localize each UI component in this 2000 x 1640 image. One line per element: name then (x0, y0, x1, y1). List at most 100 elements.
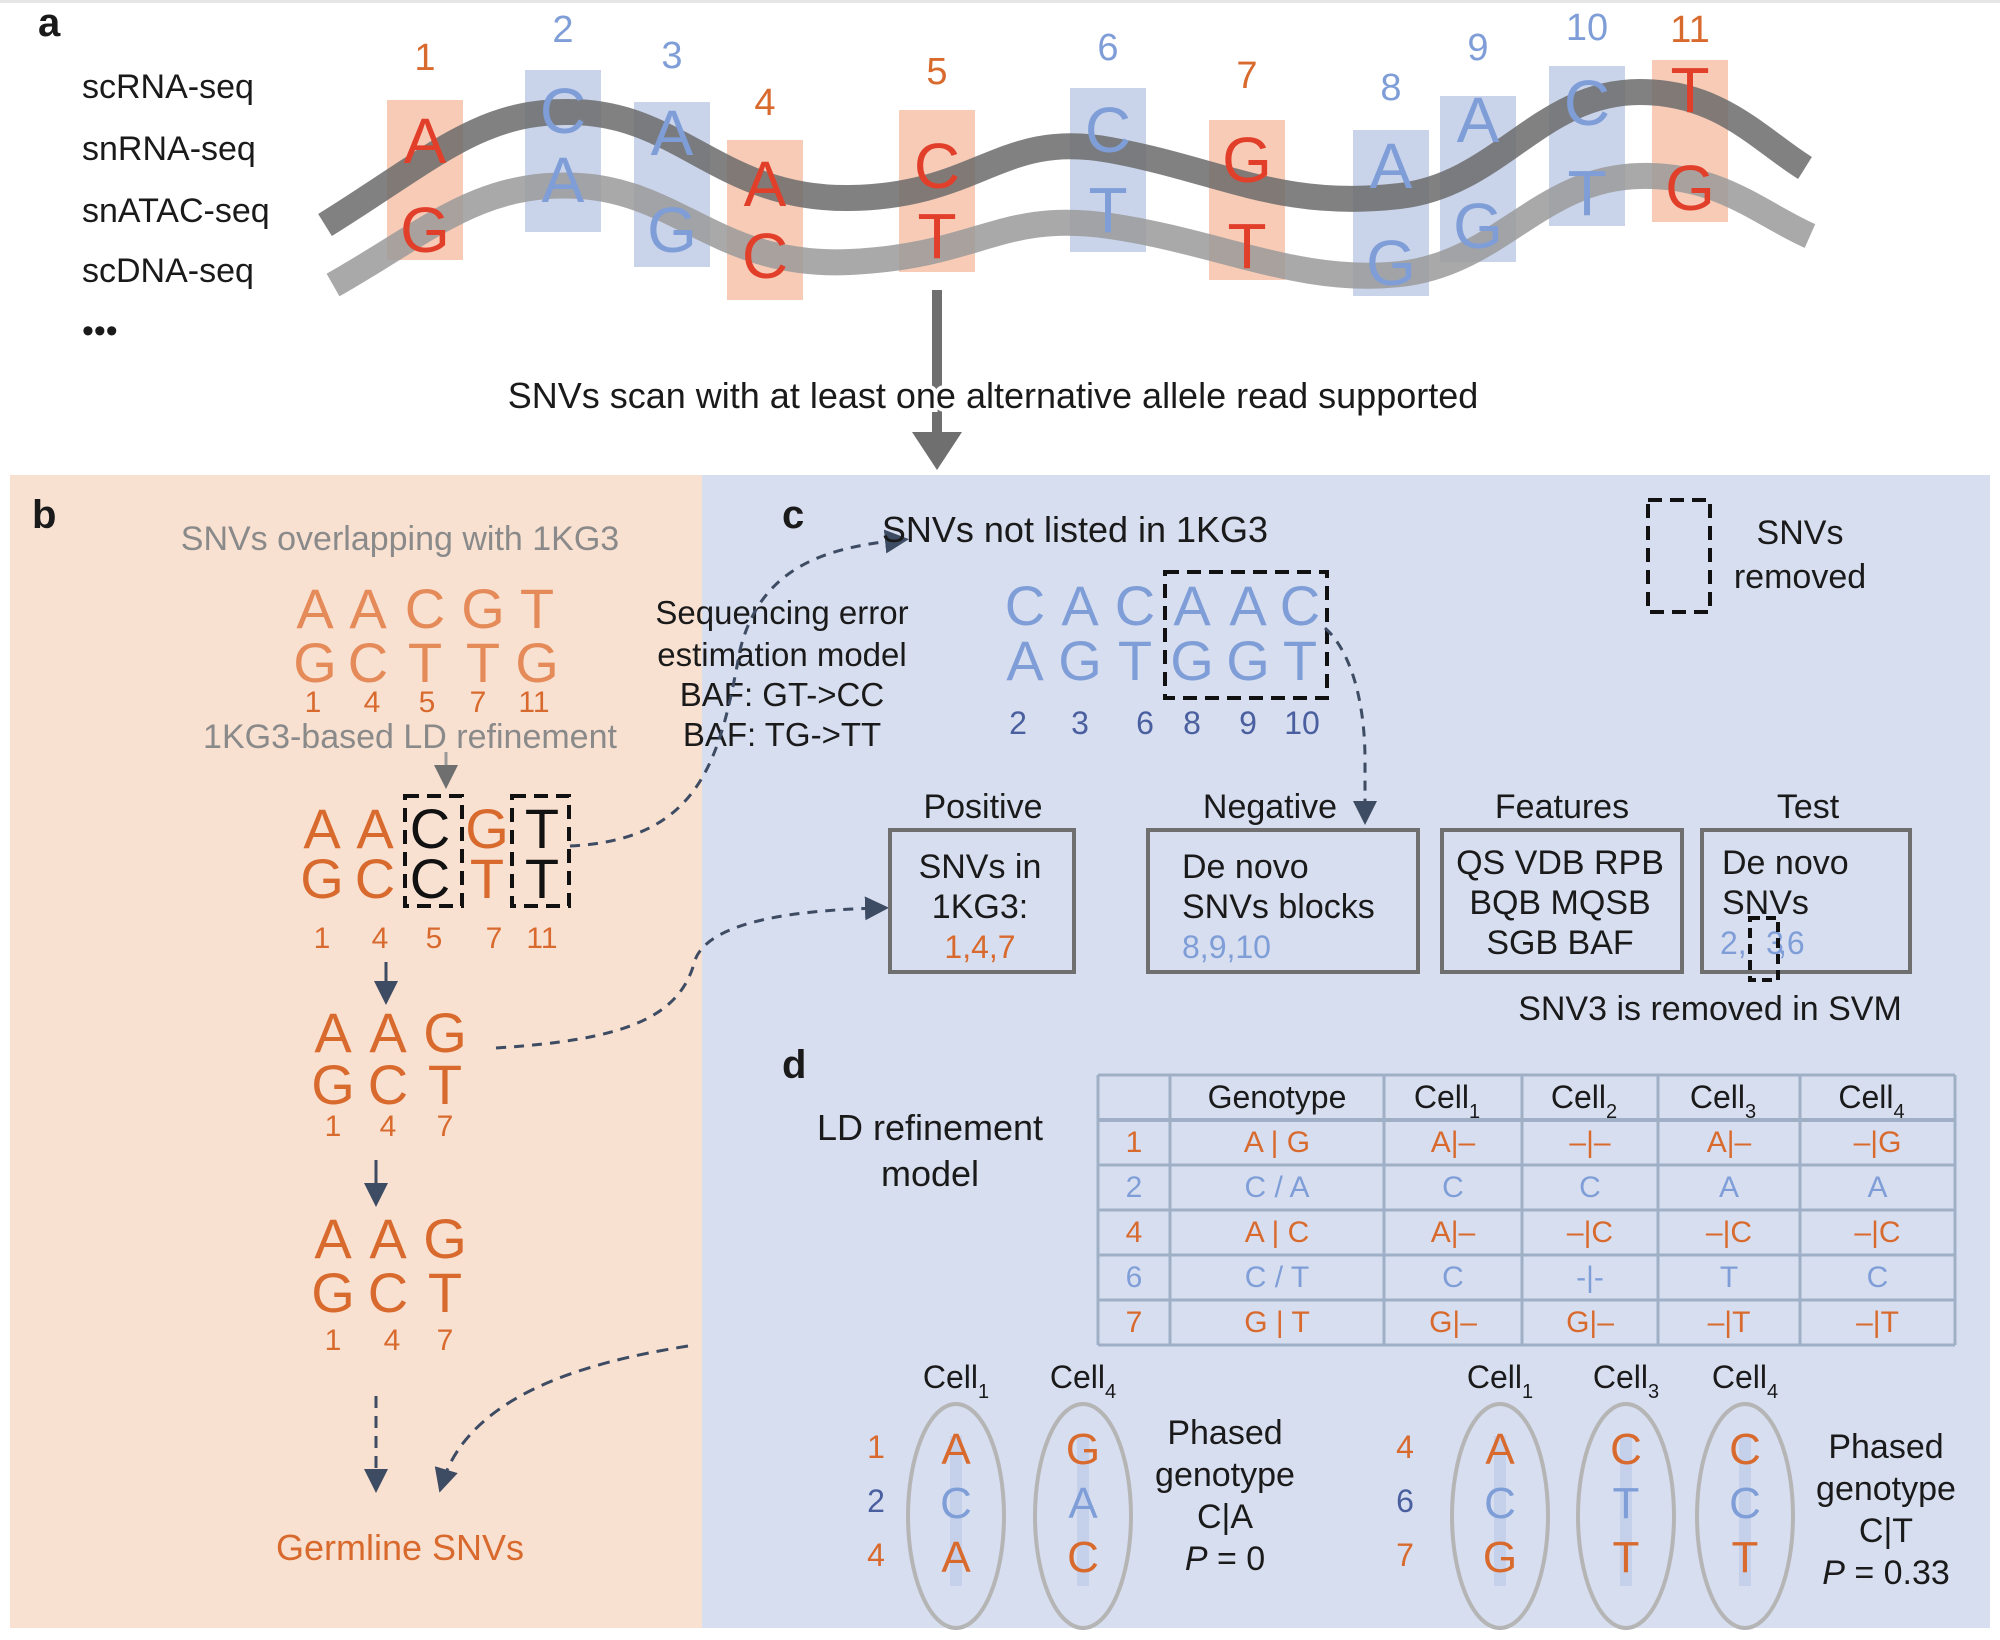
table-cell: A | G (1244, 1126, 1310, 1159)
snv-number: 4 (1396, 1429, 1414, 1465)
snv-number: 4 (754, 82, 775, 124)
snv-bottom-allele: T (1227, 210, 1266, 282)
snv-top-allele: C (540, 75, 586, 147)
test-values: 2, (1720, 925, 1747, 961)
p-value: P = 0 (1185, 1540, 1265, 1578)
phased-genotype-text: C|T (1859, 1512, 1913, 1550)
cell-bar (1620, 1436, 1632, 1586)
snv-number: 2 (1009, 705, 1027, 741)
snv-bottom-allele: T (1567, 157, 1606, 229)
snv-number: 10 (1284, 705, 1320, 741)
cell-ellipse (1033, 1402, 1133, 1630)
snv-number: 7 (1396, 1537, 1414, 1573)
table-cell: 1 (1126, 1126, 1143, 1159)
snv-bottom-allele: C (742, 220, 788, 292)
p-value-number: = 0 (1208, 1540, 1266, 1578)
p-value: P = 0.33 (1822, 1554, 1950, 1592)
ld-refinement-label: 1KG3-based LD refinement (203, 718, 617, 756)
removed-box (1163, 570, 1329, 700)
features-text: BQB MQSB (1469, 884, 1650, 922)
table-cell: A|– (1431, 1216, 1476, 1249)
allele-top: C (410, 797, 450, 860)
panel-label-a: a (38, 1, 61, 45)
table-cell: C / T (1245, 1261, 1309, 1294)
table-cell: A (1719, 1171, 1739, 1204)
table-cell: C (1442, 1261, 1464, 1294)
subscript: 2 (1606, 1101, 1617, 1123)
allele-top: A (303, 797, 341, 860)
table-cell: G|– (1429, 1306, 1477, 1339)
cell-allele: C (1067, 1533, 1099, 1582)
snv-number: 7 (470, 686, 487, 719)
snv-number: 1 (314, 922, 331, 955)
table-cell: 2 (1126, 1171, 1143, 1204)
allele-top: A (349, 577, 387, 640)
test-header: Test (1777, 788, 1840, 826)
table-cell: G | T (1244, 1306, 1310, 1339)
allele-bottom: G (515, 631, 559, 694)
snv-number: 8 (1380, 67, 1401, 109)
snv-number: 4 (364, 686, 381, 719)
allele-top: A (369, 1207, 407, 1270)
negative-text: De novo (1182, 848, 1309, 886)
table-cell: 7 (1126, 1306, 1143, 1339)
snv-number: 4 (372, 922, 389, 955)
test-text: SNVs (1722, 884, 1809, 922)
allele-bottom: T (428, 1053, 462, 1116)
legend-text: removed (1734, 558, 1866, 596)
allele-top: A (314, 1207, 352, 1270)
snv-bottom-allele: T (917, 200, 956, 272)
negative-header: Negative (1203, 788, 1337, 826)
allele-bottom: C (368, 1053, 408, 1116)
table-cell: -|- (1576, 1261, 1604, 1294)
snv-number: 1 (325, 1110, 342, 1143)
legend-removed-box (1646, 498, 1712, 614)
table-cell: –|C (1854, 1216, 1900, 1249)
allele-bottom: C (355, 847, 395, 910)
snv-bottom-allele: A (542, 144, 585, 216)
snv-number: 9 (1467, 27, 1488, 69)
phased-genotype-text: genotype (1816, 1470, 1956, 1508)
table-cell: 6 (1126, 1261, 1143, 1294)
snv-bottom-allele: G (400, 194, 450, 266)
table-cell: T (1720, 1261, 1738, 1294)
snv-top-allele: A (744, 148, 787, 220)
snv-number: 7 (437, 1110, 454, 1143)
test-box (1700, 828, 1912, 974)
cell-bar (1077, 1436, 1089, 1586)
allele-bottom: G (293, 631, 337, 694)
snv-number: 7 (486, 922, 503, 955)
allele-top: G (423, 1001, 467, 1064)
subscript: 1 (1522, 1381, 1533, 1403)
snv-number: 5 (926, 51, 947, 93)
snv-top-allele: T (1670, 54, 1709, 126)
snv-number: 11 (518, 686, 549, 719)
allele-top: G (461, 577, 505, 640)
table-cell: –|G (1854, 1126, 1902, 1159)
panel-label-c: c (782, 493, 804, 537)
dashed-arrow-to-not-listed (569, 529, 909, 848)
allele-bottom: T (1118, 629, 1152, 692)
cell-ellipse (1450, 1402, 1550, 1630)
snv-box (525, 70, 601, 232)
sequencing-error-text: BAF: GT->CC (680, 676, 884, 713)
snv-number: 11 (526, 922, 557, 955)
panel-label-d: d (782, 1043, 806, 1087)
table-cell: –|C (1567, 1216, 1613, 1249)
legend-text: SNVs (1757, 514, 1844, 552)
scan-arrow-head (912, 432, 962, 470)
table-cell: –|T (1708, 1306, 1751, 1339)
allele-bottom: C (348, 631, 388, 694)
snv-number: 2 (552, 9, 573, 51)
table-cell: C (1442, 1171, 1464, 1204)
cell-allele: A (1068, 1479, 1098, 1528)
subscript: 3 (1745, 1101, 1756, 1123)
snv-number: 3 (661, 35, 682, 77)
table-cell: G|– (1566, 1306, 1614, 1339)
snv-number: 3 (1071, 705, 1089, 741)
allele-top: A (1061, 574, 1099, 637)
snv-top-allele: G (1222, 124, 1272, 196)
features-header: Features (1495, 788, 1629, 826)
allele-top: T (520, 577, 554, 640)
